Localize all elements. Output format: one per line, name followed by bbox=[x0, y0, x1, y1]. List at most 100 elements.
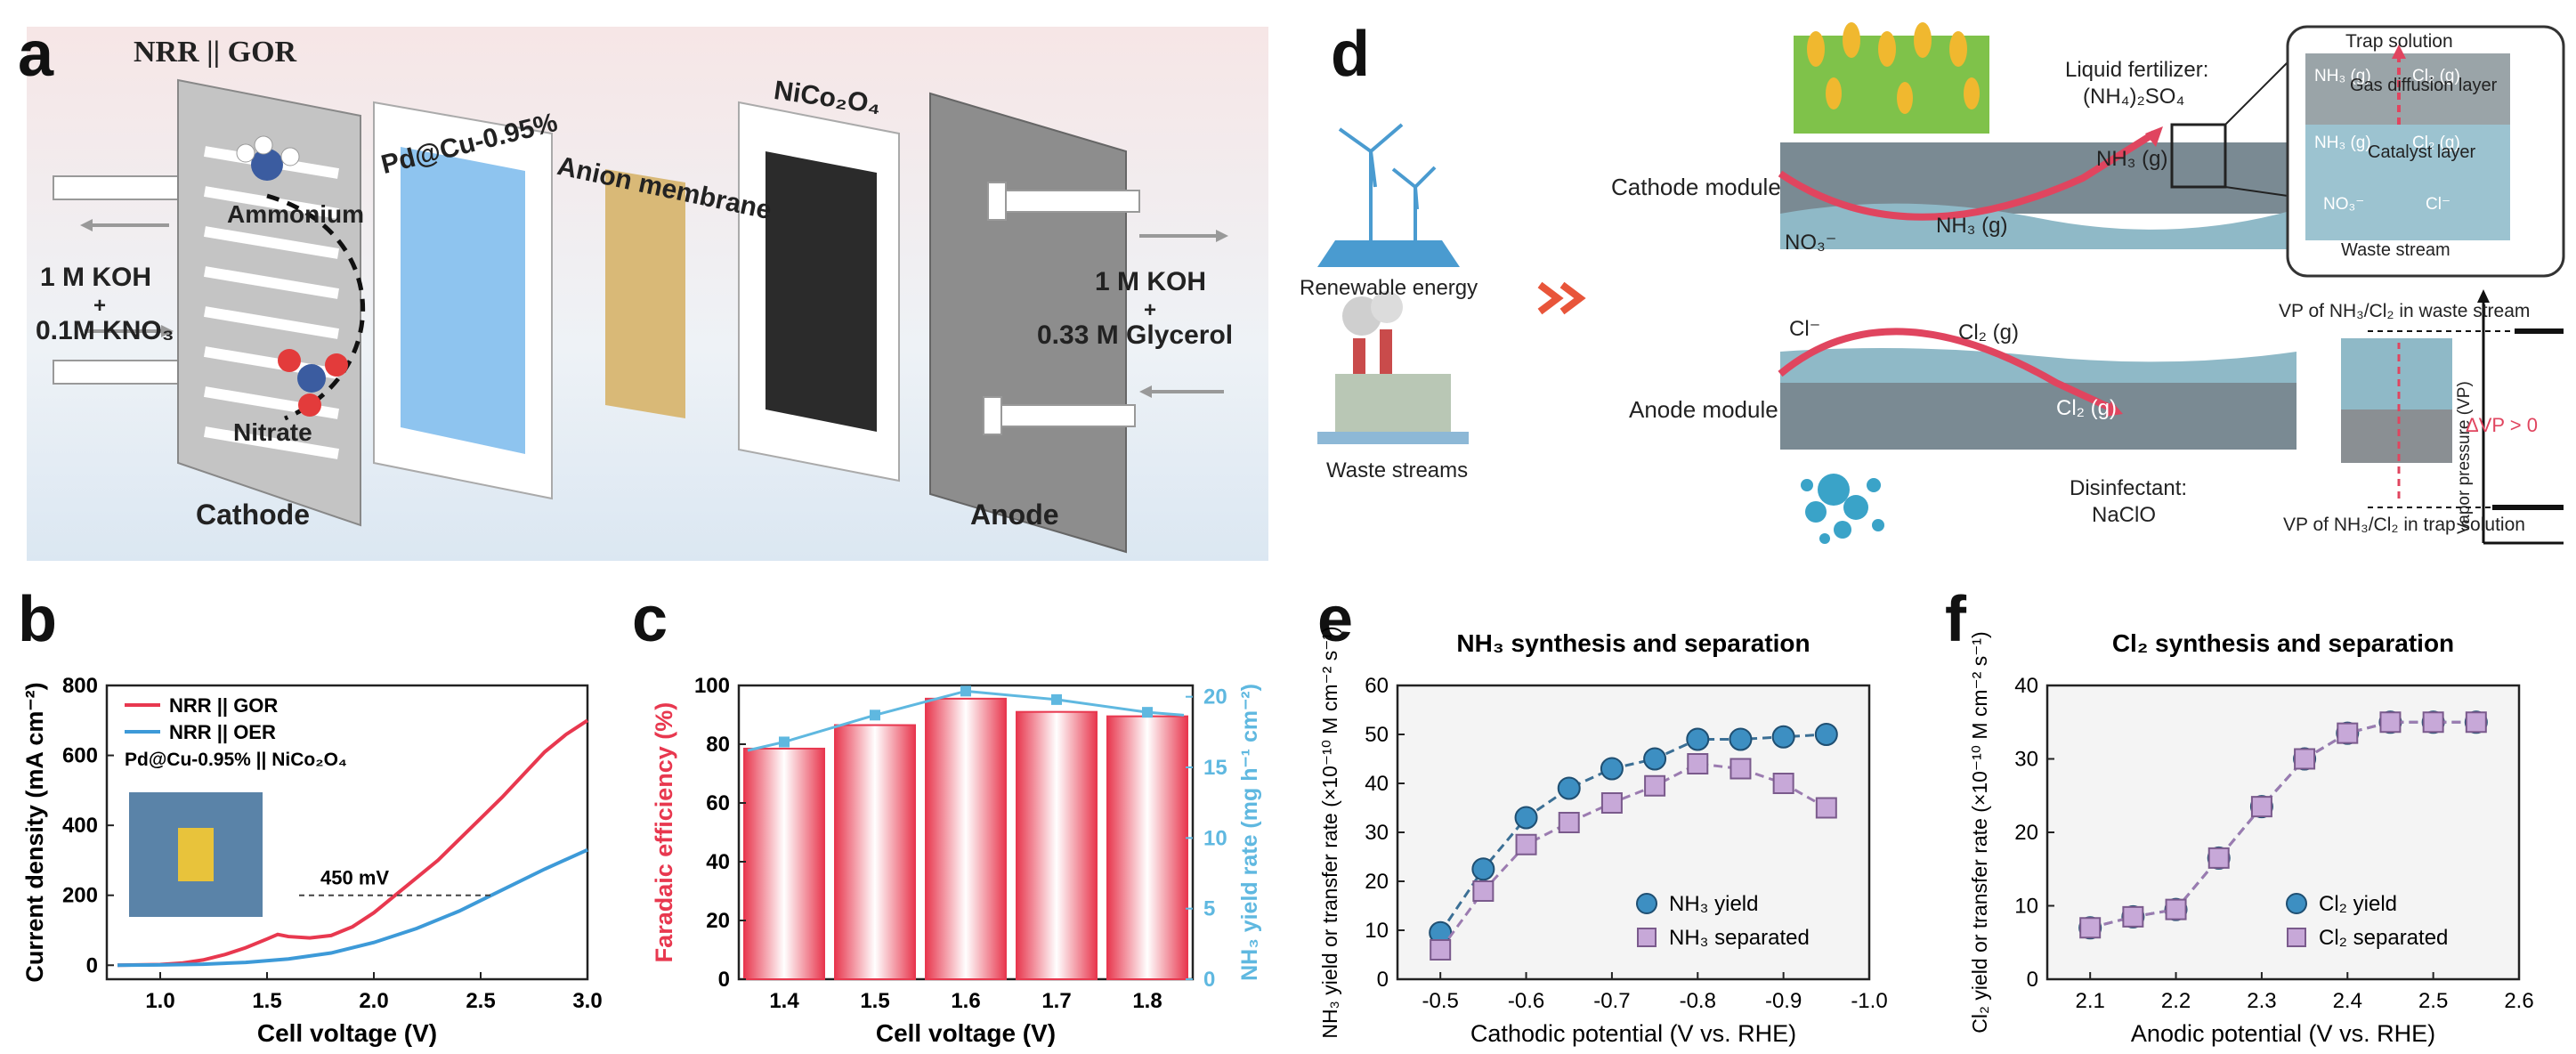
chart-title: NH₃ synthesis and separation bbox=[1456, 629, 1810, 657]
inset-cl: Cl⁻ bbox=[2426, 195, 2450, 214]
anion-membrane bbox=[605, 169, 685, 418]
waste-streams-label: Waste streams bbox=[1326, 458, 1469, 482]
panel-a-title: NRR || GOR bbox=[134, 36, 297, 69]
x-axis-label: Cell voltage (V) bbox=[257, 1019, 437, 1047]
y-tick-label: 40 bbox=[1365, 772, 1389, 796]
data-point bbox=[1729, 758, 1752, 780]
inset-catalyst-visible: Catalyst layer bbox=[2368, 142, 2476, 162]
y-tick-label: 0 bbox=[718, 968, 730, 992]
chevron-icon bbox=[1537, 281, 1586, 315]
y-tick-label: 30 bbox=[1365, 821, 1389, 845]
x-tick-label: 2.0 bbox=[359, 989, 388, 1013]
zoom-box bbox=[2170, 123, 2227, 189]
liquid-fertilizer-line1: Liquid fertilizer: bbox=[2065, 58, 2209, 82]
wind-turbine-icon bbox=[1338, 123, 1437, 258]
annotation-label: 450 mV bbox=[320, 867, 389, 889]
y2-tick-label: 5 bbox=[1203, 897, 1215, 921]
x-tick-label: 2.6 bbox=[2504, 989, 2533, 1013]
x-tick-label: 2.4 bbox=[2333, 989, 2362, 1013]
y-tick-label: 40 bbox=[2014, 674, 2038, 698]
data-point bbox=[2465, 711, 2487, 734]
data-point bbox=[1430, 939, 1452, 961]
y-axis-label: Current density (mA cm⁻²) bbox=[21, 682, 48, 982]
cathode-module-block bbox=[1780, 142, 2297, 214]
bar-1.4 bbox=[743, 747, 825, 980]
x-tick-label: 2.2 bbox=[2161, 989, 2191, 1013]
panel-label-f: f bbox=[1945, 584, 1966, 655]
anode-label: Anode bbox=[970, 499, 1059, 531]
chart-title: Cl₂ synthesis and separation bbox=[2112, 629, 2454, 657]
vp-ylabel: Vapor pressure (VP) bbox=[2455, 381, 2474, 534]
cathode-label: Cathode bbox=[196, 499, 310, 531]
inset-nh3g-2: NH₃ (g) bbox=[2314, 134, 2371, 152]
x-axis-label: Cell voltage (V) bbox=[876, 1019, 1056, 1047]
corn-crop-icon bbox=[1794, 22, 1989, 134]
panel-label-c: c bbox=[632, 584, 668, 655]
y-tick-label: 60 bbox=[706, 791, 730, 815]
data-point bbox=[1687, 753, 1709, 774]
y2-tick-label: 20 bbox=[1203, 685, 1227, 709]
y-tick-label: 30 bbox=[2014, 748, 2038, 772]
anode-electrolyte-line1: 1 M KOH bbox=[1095, 267, 1207, 296]
series-line-1 bbox=[117, 718, 589, 968]
cathode-module-label: Cathode module bbox=[1611, 174, 1781, 200]
data-point bbox=[2337, 722, 2359, 744]
inset-nh3g: NH₃ (g) bbox=[2314, 67, 2371, 85]
chart-e: NH₃ synthesis and separation -0.5 -0.6 -0.7… bbox=[1282, 579, 1932, 1050]
y-tick-label: 40 bbox=[706, 850, 730, 874]
nitrate-molecule bbox=[297, 364, 326, 393]
legend-label: NRR || OER bbox=[169, 721, 276, 743]
x-tick-label: 2.5 bbox=[466, 989, 495, 1013]
liquid-fertilizer-line2: (NH₄)₂SO₄ bbox=[2083, 85, 2185, 109]
inset-trap-label: Trap solution bbox=[2345, 31, 2453, 52]
x-tick-label: 1.6 bbox=[951, 989, 980, 1013]
inset-cl2g-2: Cl₂ (g) bbox=[2412, 134, 2460, 152]
data-point bbox=[2294, 748, 2316, 770]
data-point bbox=[1600, 792, 1623, 814]
x-axis-label: Cathodic potential (V vs. RHE) bbox=[1470, 1020, 1796, 1047]
series-line-2 bbox=[2089, 720, 2476, 929]
data-point bbox=[2379, 711, 2402, 734]
x-tick-label: 3.0 bbox=[572, 989, 602, 1013]
vp-trap-visible: VP of NH₃/Cl₂ in trap solution bbox=[2283, 515, 2525, 535]
data-point bbox=[1471, 857, 1495, 881]
bar-1.6 bbox=[925, 697, 1007, 980]
data-point bbox=[1771, 725, 1795, 749]
cl2-gas-label: Cl₂ (g) bbox=[1958, 320, 2019, 345]
nh3-gas-label: NH₃ (g) bbox=[2096, 147, 2168, 171]
data-point bbox=[1472, 880, 1495, 902]
x-tick-label: 1.7 bbox=[1041, 989, 1071, 1013]
yield-rate-point bbox=[1051, 693, 1062, 705]
y2-axis-label: NH₃ yield rate (mg h⁻¹ cm⁻²) bbox=[1237, 684, 1262, 981]
anode-outlet-tube bbox=[996, 190, 1140, 213]
cathode-film bbox=[401, 147, 525, 454]
panel-label-d: d bbox=[1331, 19, 1370, 90]
data-point bbox=[2165, 898, 2187, 920]
legend-marker bbox=[1637, 928, 1657, 947]
data-point bbox=[1644, 774, 1666, 797]
inset-cl2g: Cl₂ (g) bbox=[2412, 67, 2460, 85]
chart-b: 1.0 1.5 2.0 2.5 3.0 0 200 400 600 800 Cell voltage… bbox=[0, 579, 614, 1050]
y-tick-label: 50 bbox=[1365, 723, 1389, 747]
ammonium-label: Ammonium bbox=[227, 200, 364, 228]
y-tick-label: 600 bbox=[62, 744, 98, 768]
data-point bbox=[2250, 796, 2272, 818]
data-point bbox=[2079, 917, 2102, 939]
disinfectant-droplets-icon bbox=[1801, 474, 1884, 544]
series-line-2 bbox=[117, 847, 588, 968]
y-tick-label: 200 bbox=[62, 884, 98, 908]
data-point bbox=[1643, 747, 1667, 771]
inset-waste-label: Waste stream bbox=[2341, 240, 2450, 260]
solar-panel-icon bbox=[1317, 240, 1460, 267]
panel-a: a NRR || GOR bbox=[0, 0, 1282, 579]
y-tick-label: 10 bbox=[1365, 919, 1389, 943]
delta-vp-visible: ΔVP > 0 bbox=[2466, 414, 2538, 436]
y-tick-label: 20 bbox=[706, 909, 730, 933]
anode-module-label: Anode module bbox=[1629, 396, 1778, 423]
x-tick-label: 2.5 bbox=[2418, 989, 2448, 1013]
inset-gdl-visible: Gas diffusion layer bbox=[2350, 76, 2498, 95]
anode-film bbox=[766, 151, 877, 432]
y-tick-label: 20 bbox=[2014, 821, 2038, 845]
plot-frame bbox=[2045, 684, 2521, 981]
data-point bbox=[1558, 812, 1580, 833]
